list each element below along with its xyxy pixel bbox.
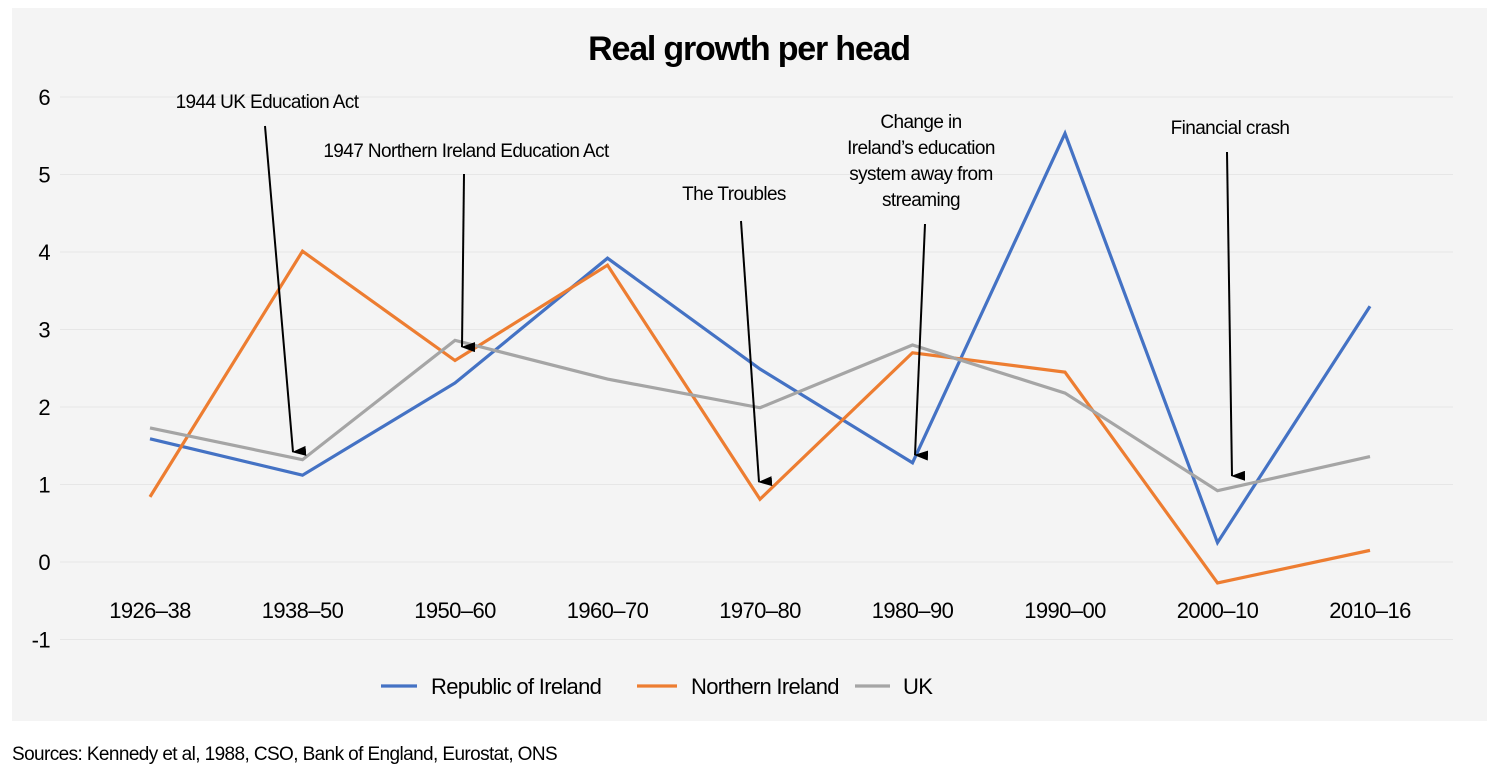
x-tick-label: 1980–90 [872,598,954,623]
annotation-label: Financial crash [1171,118,1290,139]
x-tick-label: 1938–50 [262,598,344,623]
annotation-line: streaming [882,190,960,211]
y-tick-label: 5 [38,163,50,188]
annotation-label: 1944 UK Education Act [176,92,360,113]
annotation-line: system away from [849,164,993,185]
annotation-label: 1947 Northern Ireland Education Act [323,141,610,162]
annotation-arrow [914,223,929,461]
y-tick-label: 6 [38,85,50,110]
annotation-label: The Troubles [682,184,786,205]
x-tick-label: 2010–16 [1329,598,1411,623]
annotation-line: 1944 UK Education Act [176,92,360,113]
annotation-line: Ireland’s education [847,138,995,159]
y-tick-label: 0 [38,550,50,575]
x-axis-ticks: 1926–38 1938–50 1950–60 1960–70 1970–80 1980–… [109,598,1411,623]
legend-label-northern-ireland: Northern Ireland [691,674,839,699]
annotations: 1944 UK Education Act 1947 Northern Irela… [176,92,1290,487]
x-tick-label: 2000–10 [1177,598,1259,623]
y-tick-label: 1 [38,473,50,498]
annotation-arrow [264,125,307,456]
annotation-arrow [1226,151,1246,481]
y-tick-label: -1 [32,628,51,653]
legend-label-republic-of-ireland: Republic of Ireland [431,674,601,699]
chart-title: Real growth per head [588,30,910,68]
x-tick-label: 1960–70 [567,598,649,623]
series-lines [148,129,1372,585]
annotation-line: Financial crash [1171,118,1290,139]
y-axis-ticks: 6 5 4 3 2 1 0 -1 [32,85,51,653]
y-tick-label: 3 [38,318,50,343]
chart-panel [12,8,1487,721]
annotation-label: Change in Ireland’s education system away … [847,112,995,211]
annotation-arrow [461,173,476,353]
annotation-line: The Troubles [682,184,786,205]
legend-label-uk: UK [903,674,933,699]
series-line-uk [149,338,1371,493]
x-tick-label: 1990–00 [1024,598,1106,623]
gridlines [60,96,1453,640]
x-tick-label: 1970–80 [719,598,801,623]
source-note: Sources: Kennedy et al, 1988, CSO, Bank … [12,744,558,765]
y-tick-label: 2 [38,395,50,420]
annotation-line: Change in [880,112,961,133]
annotation-arrow [740,220,773,487]
x-tick-label: 1950–60 [414,598,496,623]
y-tick-label: 4 [38,240,50,265]
annotation-line: 1947 Northern Ireland Education Act [323,141,610,162]
legend: Republic of Ireland Northern Ireland UK [381,674,934,699]
x-tick-label: 1926–38 [109,598,191,623]
series-line-northern-ireland [148,248,1371,585]
